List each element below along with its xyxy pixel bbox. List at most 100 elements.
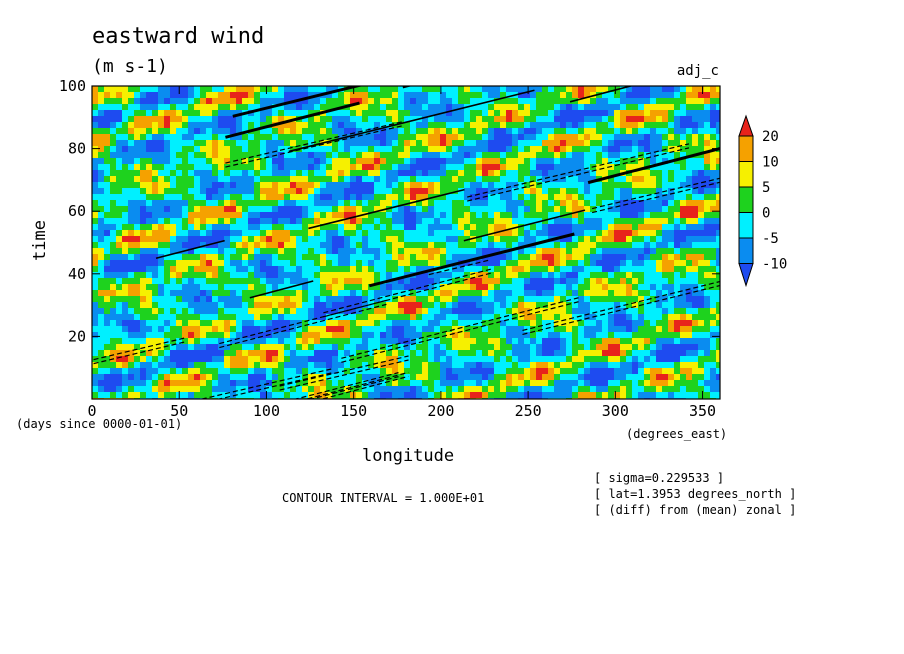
heatmap-cell <box>434 248 441 255</box>
heatmap-cell <box>314 242 321 249</box>
heatmap-cell <box>536 242 543 249</box>
heatmap-cell <box>374 146 381 153</box>
heatmap-cell <box>542 284 549 291</box>
heatmap-cell <box>560 332 567 339</box>
heatmap-cell <box>272 236 279 243</box>
heatmap-cell <box>362 152 369 159</box>
heatmap-cell <box>218 236 225 243</box>
heatmap-cell <box>590 278 597 285</box>
heatmap-cell <box>362 212 369 219</box>
heatmap-cell <box>602 170 609 177</box>
heatmap-cell <box>614 92 621 99</box>
heatmap-cell <box>434 128 441 135</box>
heatmap-cell <box>644 332 651 339</box>
heatmap-cell <box>296 350 303 357</box>
heatmap-cell <box>254 164 261 171</box>
heatmap-cell <box>272 332 279 339</box>
heatmap-cell <box>188 302 195 309</box>
heatmap-cell <box>452 254 459 261</box>
heatmap-cell <box>350 176 357 183</box>
heatmap-cell <box>140 260 147 267</box>
heatmap-cell <box>476 212 483 219</box>
heatmap-cell <box>458 230 465 237</box>
heatmap-cell <box>350 170 357 177</box>
heatmap-cell <box>260 128 267 135</box>
heatmap-cell <box>638 218 645 225</box>
heatmap-cell <box>470 176 477 183</box>
heatmap-cell <box>92 200 99 207</box>
heatmap-cell <box>686 248 693 255</box>
heatmap-cell <box>338 254 345 261</box>
heatmap-cell <box>446 242 453 249</box>
heatmap-cell <box>470 326 477 333</box>
heatmap-cell <box>338 338 345 345</box>
heatmap-cell <box>338 152 345 159</box>
heatmap-cell <box>230 362 237 369</box>
heatmap-cell <box>578 170 585 177</box>
heatmap-cell <box>494 122 501 129</box>
heatmap-cell <box>386 338 393 345</box>
heatmap-cell <box>350 122 357 129</box>
heatmap-cell <box>470 284 477 291</box>
heatmap-cell <box>320 248 327 255</box>
heatmap-cell <box>470 260 477 267</box>
heatmap-cell <box>158 236 165 243</box>
heatmap-cell <box>152 158 159 165</box>
heatmap-cell <box>212 326 219 333</box>
heatmap-cell <box>590 110 597 117</box>
heatmap-cell <box>236 356 243 363</box>
heatmap-cell <box>200 284 207 291</box>
heatmap-cell <box>674 242 681 249</box>
heatmap-cell <box>266 254 273 261</box>
heatmap-cell <box>518 164 525 171</box>
heatmap-cell <box>554 260 561 267</box>
heatmap-cell <box>440 182 447 189</box>
heatmap-cell <box>602 362 609 369</box>
heatmap-cell <box>578 176 585 183</box>
heatmap-cell <box>290 194 297 201</box>
heatmap-cell <box>188 338 195 345</box>
heatmap-cell <box>566 176 573 183</box>
heatmap-cell <box>470 116 477 123</box>
heatmap-cell <box>590 302 597 309</box>
heatmap-cell <box>98 206 105 213</box>
heatmap-cell <box>254 296 261 303</box>
heatmap-cell <box>668 224 675 231</box>
heatmap-cell <box>236 230 243 237</box>
heatmap-cell <box>434 122 441 129</box>
heatmap-cell <box>542 296 549 303</box>
heatmap-cell <box>530 116 537 123</box>
heatmap-cell <box>206 344 213 351</box>
heatmap-cell <box>320 98 327 105</box>
heatmap-cell <box>590 248 597 255</box>
heatmap-cell <box>614 170 621 177</box>
heatmap-cell <box>92 92 99 99</box>
heatmap-cell <box>206 272 213 279</box>
heatmap-cell <box>356 116 363 123</box>
heatmap-cell <box>386 368 393 375</box>
heatmap-cell <box>668 206 675 213</box>
heatmap-cell <box>326 212 333 219</box>
heatmap-cell <box>284 254 291 261</box>
heatmap-cell <box>374 338 381 345</box>
heatmap-cell <box>392 230 399 237</box>
heatmap-cell <box>482 104 489 111</box>
heatmap-cell <box>452 98 459 105</box>
heatmap-cell <box>446 236 453 243</box>
heatmap-cell <box>266 296 273 303</box>
heatmap-cell <box>116 242 123 249</box>
heatmap-cell <box>188 230 195 237</box>
heatmap-cell <box>566 140 573 147</box>
heatmap-cell <box>314 326 321 333</box>
heatmap-cell <box>506 170 513 177</box>
heatmap-cell <box>686 332 693 339</box>
heatmap-cell <box>644 284 651 291</box>
heatmap-cell <box>350 230 357 237</box>
heatmap-cell <box>110 230 117 237</box>
heatmap-cell <box>356 362 363 369</box>
heatmap-cell <box>176 332 183 339</box>
heatmap-cell <box>98 188 105 195</box>
heatmap-cell <box>182 332 189 339</box>
heatmap-cell <box>542 290 549 297</box>
heatmap-cell <box>626 98 633 105</box>
